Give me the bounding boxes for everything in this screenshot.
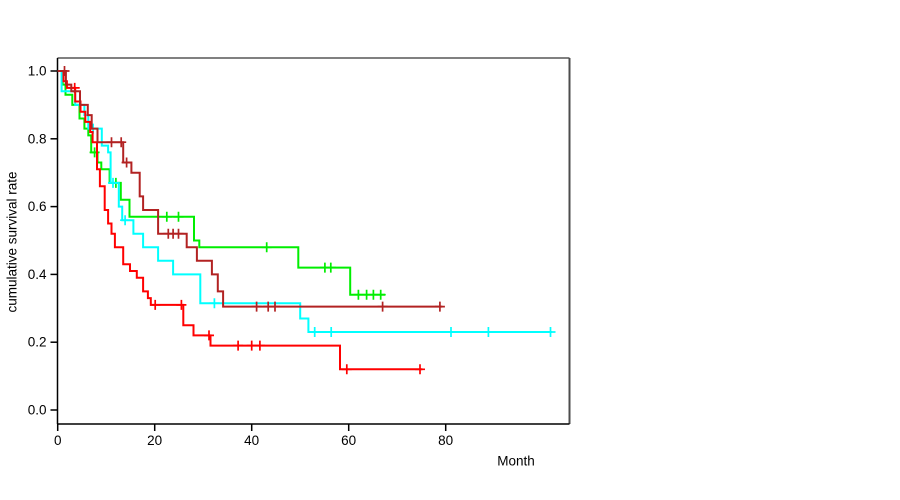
x-tick-label: 0 <box>54 433 62 448</box>
survival-curve-arm-cyan <box>57 70 552 333</box>
y-tick-label: 1.0 <box>28 64 47 79</box>
survival-curve-arm-red <box>57 70 423 371</box>
survival-curve-arm-green <box>57 70 386 296</box>
y-tick-label: 0.2 <box>28 335 47 350</box>
x-tick-label: 20 <box>147 433 162 448</box>
x-axis-title: Month <box>497 453 535 469</box>
survival-curve-arm-darkred <box>57 70 443 308</box>
censor-marks-arm-red <box>69 82 425 375</box>
y-tick-label: 0.6 <box>28 199 47 214</box>
y-axis-title: cumulative survival rate <box>4 171 20 313</box>
x-tick-label: 40 <box>244 433 259 448</box>
censor-marks-arm-darkred <box>59 66 445 312</box>
x-tick-label: 80 <box>438 433 453 448</box>
y-tick-label: 0.8 <box>28 131 47 146</box>
y-tick-label: 0.0 <box>28 403 47 418</box>
x-tick-label: 60 <box>341 433 356 448</box>
y-tick-label: 0.4 <box>28 267 47 282</box>
